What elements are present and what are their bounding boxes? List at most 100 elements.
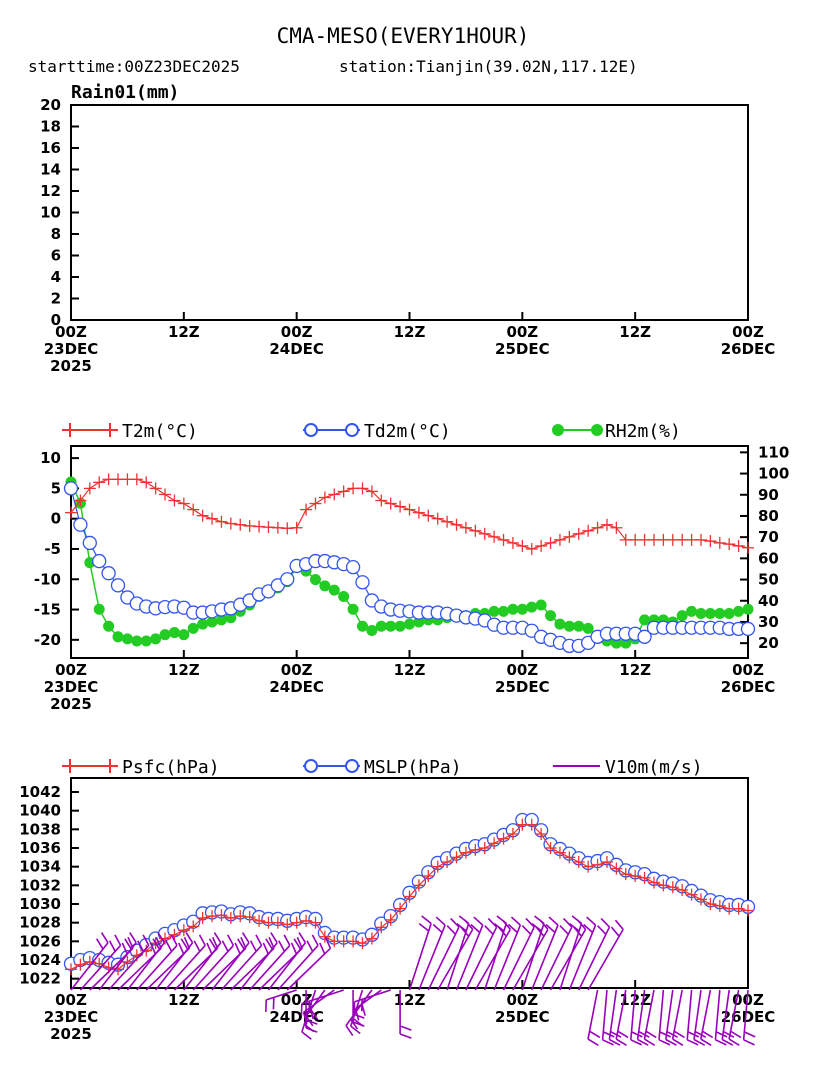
psfc-point xyxy=(459,846,472,859)
td2m-point xyxy=(82,535,97,551)
t2m-point xyxy=(591,521,604,534)
t2m-point xyxy=(318,491,331,504)
wind-barb xyxy=(693,989,707,1046)
wind-barb xyxy=(408,915,432,991)
wind-barb xyxy=(108,934,150,991)
wind-barb xyxy=(578,917,611,991)
wind-barb xyxy=(300,989,344,1016)
psfc-point xyxy=(215,909,228,922)
rain-x-tick-label: 00Z xyxy=(732,323,764,341)
temperature-x-tick-label: 12Z xyxy=(168,661,200,679)
psfc-point xyxy=(713,899,726,912)
rh2m-legend: RH2m(%) xyxy=(552,421,681,442)
humidity-y-tick-label: 20 xyxy=(758,634,779,652)
rh2m-point xyxy=(309,574,321,586)
wind-barb xyxy=(483,915,508,991)
t2m-point xyxy=(187,503,200,516)
rain-y-tick-label: 18 xyxy=(40,118,61,136)
rh2m-point xyxy=(347,603,359,615)
td2m-point xyxy=(92,553,107,569)
psfc-point xyxy=(187,920,200,933)
t2m-point xyxy=(563,530,576,543)
wind-barb xyxy=(587,919,624,991)
wind-barb xyxy=(455,916,484,991)
t2m-point xyxy=(422,509,435,522)
rh2m-point xyxy=(686,605,698,617)
rh2m-point xyxy=(526,601,538,613)
psfc-point xyxy=(666,881,679,894)
pressure-y-tick-label: 1042 xyxy=(19,783,61,801)
rh2m-point xyxy=(714,607,726,619)
psfc-point xyxy=(600,856,613,868)
wind-barb xyxy=(608,989,622,1046)
pressure-panel: Psfc(hPa) MSLP(hPa) V10m(m/s) 1022102410… xyxy=(19,757,775,1046)
rain-y-tick-label: 12 xyxy=(40,182,61,200)
pressure-x-tick-label: 00Z xyxy=(55,991,87,1009)
rh2m-point xyxy=(366,624,378,636)
psfc-point xyxy=(610,862,623,875)
wind-barb xyxy=(502,917,535,991)
wind-barb xyxy=(465,917,498,991)
wind-barb xyxy=(521,915,545,991)
psfc-point xyxy=(290,916,303,929)
temperature-x-tick-label: 12Z xyxy=(619,661,651,679)
psfc-point xyxy=(647,876,660,889)
t2m-point xyxy=(168,494,181,507)
rain-y-tick-label: 2 xyxy=(51,290,61,308)
wind-barb xyxy=(79,934,122,991)
rain-panel-title: Rain01(mm) xyxy=(71,82,179,103)
pressure-y-tick-label: 1034 xyxy=(19,858,61,876)
psfc-point xyxy=(412,879,425,892)
rh2m-point xyxy=(488,605,500,617)
t2m-point xyxy=(159,488,172,501)
temperature-y-tick-label: -10 xyxy=(34,570,61,588)
t2m-point xyxy=(469,524,482,537)
rh2m-point xyxy=(404,618,415,630)
temperature-x-tick-label: 25DEC xyxy=(495,678,550,696)
t2m-point xyxy=(224,517,237,530)
td2m-point xyxy=(345,559,361,575)
wind-barb xyxy=(70,932,109,991)
t2m-point xyxy=(441,515,454,528)
td2m-point xyxy=(101,566,116,581)
rain-x-tick-label: 12Z xyxy=(168,323,200,341)
wind-barb xyxy=(540,917,573,991)
wind-barb xyxy=(568,916,597,991)
wind-barb xyxy=(267,932,307,991)
t2m-point xyxy=(459,521,472,534)
temperature-y-tick-label: -20 xyxy=(34,631,61,649)
wind-barb xyxy=(126,932,166,991)
t2m-point xyxy=(535,539,548,552)
wind-barb xyxy=(658,989,671,1046)
psfc-point xyxy=(375,921,388,934)
rh2m-point xyxy=(620,637,632,649)
psfc-point xyxy=(168,928,181,941)
t2m-point xyxy=(375,494,388,507)
t2m-legend-label: T2m(°C) xyxy=(122,421,198,442)
humidity-y-tick-label: 100 xyxy=(758,465,789,483)
psfc-point xyxy=(224,912,237,924)
temperature-x-tick-label: 00Z xyxy=(506,661,538,679)
temperature-x-tick-label: 23DEC xyxy=(44,678,99,696)
t2m-point xyxy=(610,521,623,534)
rh2m-point xyxy=(159,629,171,641)
temperature-x-tick-label: 00Z xyxy=(55,661,87,679)
wind-barb xyxy=(643,989,657,1046)
wind-barb xyxy=(277,934,319,991)
rh2m-point xyxy=(140,635,152,647)
psfc-legend-label: Psfc(hPa) xyxy=(122,757,220,778)
rh2m-point xyxy=(563,620,575,632)
psfc-point xyxy=(356,937,369,950)
rh2m-point xyxy=(516,603,528,615)
wind-barb xyxy=(353,989,391,1014)
psfc-point xyxy=(196,912,209,924)
psfc-point xyxy=(563,851,576,864)
t2m-point xyxy=(206,512,219,525)
psfc-point xyxy=(243,911,256,924)
psfc-point xyxy=(394,902,407,915)
t2m-point xyxy=(732,539,745,552)
pressure-x-tick-label: 25DEC xyxy=(495,1008,550,1026)
psfc-point xyxy=(553,846,566,859)
rh2m-point xyxy=(498,605,510,617)
psfc-point xyxy=(206,910,219,923)
